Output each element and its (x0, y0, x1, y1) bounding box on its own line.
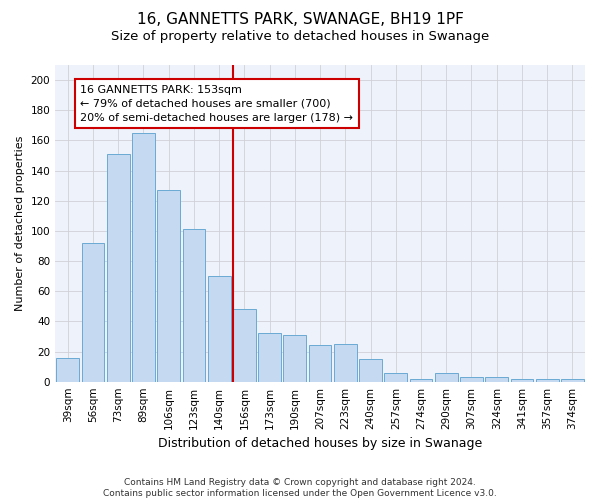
Bar (536, 378, 559, 382)
Bar (485, 377, 508, 382)
Bar (56, 358, 79, 382)
Bar (132, 133, 155, 382)
Bar (385, 372, 407, 382)
Bar (359, 359, 382, 382)
Bar (107, 154, 130, 382)
Bar (334, 344, 356, 382)
X-axis label: Distribution of detached houses by size in Swanage: Distribution of detached houses by size … (158, 437, 482, 450)
Bar (157, 190, 180, 382)
Bar (460, 377, 483, 382)
Bar (561, 378, 584, 382)
Bar (182, 230, 205, 382)
Text: Contains HM Land Registry data © Crown copyright and database right 2024.
Contai: Contains HM Land Registry data © Crown c… (103, 478, 497, 498)
Bar (82, 243, 104, 382)
Text: 16, GANNETTS PARK, SWANAGE, BH19 1PF: 16, GANNETTS PARK, SWANAGE, BH19 1PF (137, 12, 463, 28)
Y-axis label: Number of detached properties: Number of detached properties (15, 136, 25, 311)
Bar (208, 276, 230, 382)
Bar (511, 378, 533, 382)
Bar (435, 372, 458, 382)
Bar (258, 334, 281, 382)
Text: 16 GANNETTS PARK: 153sqm
← 79% of detached houses are smaller (700)
20% of semi-: 16 GANNETTS PARK: 153sqm ← 79% of detach… (80, 84, 353, 122)
Bar (283, 335, 306, 382)
Bar (309, 346, 331, 382)
Text: Size of property relative to detached houses in Swanage: Size of property relative to detached ho… (111, 30, 489, 43)
Bar (233, 310, 256, 382)
Bar (410, 378, 433, 382)
